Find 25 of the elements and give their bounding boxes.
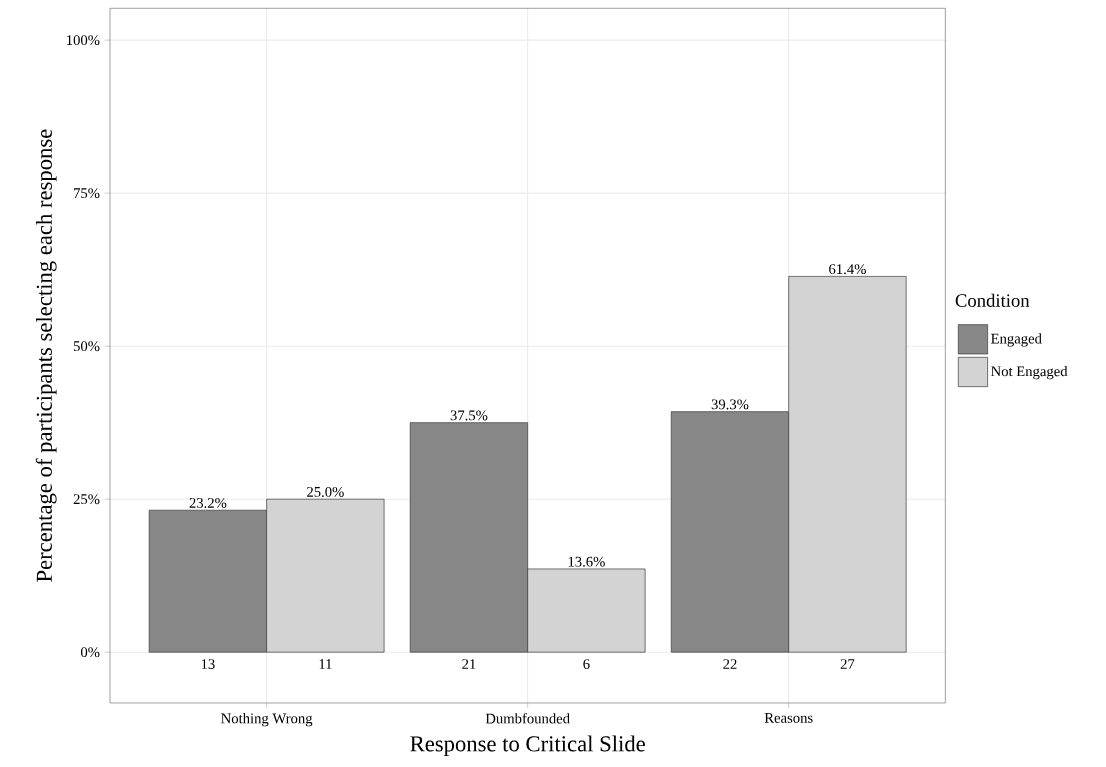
annotation: 21	[462, 659, 476, 669]
x-tick-label: Nothing Wrong	[221, 713, 313, 727]
annotation: 22	[723, 659, 737, 669]
data-label: 25.0%	[307, 486, 344, 497]
x-tick-label: Reasons	[764, 713, 813, 723]
y-tick-label: 75%	[74, 188, 100, 199]
annotation: 13	[201, 659, 215, 669]
legend-title: Condition	[955, 293, 1030, 307]
y-tick-label: 0%	[80, 647, 100, 658]
y-axis-title: Percentage of participants selecting each response	[35, 129, 57, 582]
y-tick-label: 25%	[73, 494, 100, 505]
y-tick-label: 100%	[67, 35, 100, 46]
x-tick-label: Dumbfounded	[485, 713, 570, 724]
data-label: 37.5%	[450, 410, 488, 421]
data-label: 23.2%	[189, 497, 227, 508]
annotation: 6	[583, 659, 590, 669]
x-axis-title: Response to Critical Slide	[410, 735, 645, 757]
annotation: 11	[319, 659, 332, 669]
legend-label: Engaged	[991, 333, 1042, 347]
annotation: 27	[840, 659, 855, 669]
data-label: 61.4%	[829, 264, 866, 275]
y-tick-label: 50%	[73, 341, 100, 352]
data-label: 39.3%	[711, 399, 749, 410]
data-label: 13.6%	[568, 556, 605, 567]
legend-label: Not Engaged	[991, 365, 1068, 380]
